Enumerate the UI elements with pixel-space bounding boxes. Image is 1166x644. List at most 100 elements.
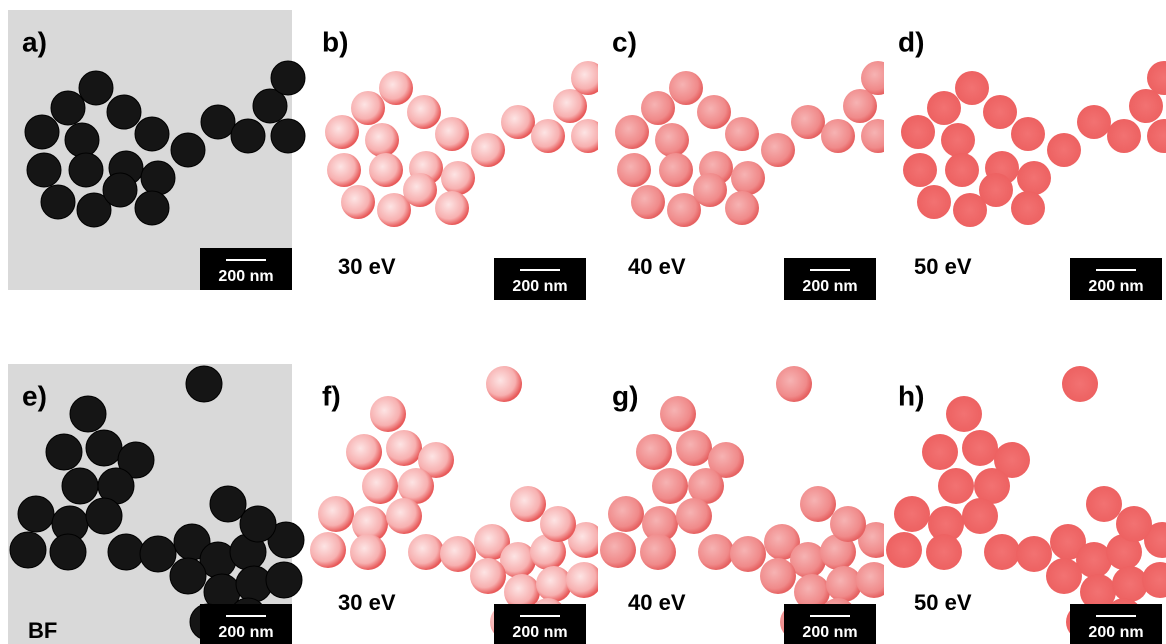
particle [938, 468, 974, 504]
particle [641, 91, 675, 125]
particle [791, 105, 825, 139]
particle [659, 153, 693, 187]
particle [655, 123, 689, 157]
panel: c)40 eV200 nm [598, 10, 895, 300]
particle [70, 396, 106, 432]
particle [140, 536, 176, 572]
particle [608, 496, 644, 532]
particle [553, 89, 587, 123]
particle [669, 71, 703, 105]
particle [435, 191, 469, 225]
scale-bar-label: 200 nm [218, 624, 273, 641]
particle [441, 161, 475, 195]
particle [660, 396, 696, 432]
particle [46, 434, 82, 470]
particle [600, 532, 636, 568]
particle [945, 153, 979, 187]
particle [27, 153, 61, 187]
particle [901, 115, 935, 149]
particle [370, 396, 406, 432]
particle [776, 366, 812, 402]
particle [1107, 119, 1141, 153]
particle [79, 71, 113, 105]
particle [676, 498, 712, 534]
panel-label: b) [322, 26, 348, 57]
particle [271, 61, 305, 95]
particle [979, 173, 1013, 207]
particle [946, 396, 982, 432]
particle [1129, 89, 1163, 123]
particle [135, 117, 169, 151]
scale-bar-label: 200 nm [1088, 278, 1143, 295]
particle [170, 558, 206, 594]
particle [350, 534, 386, 570]
particle [50, 534, 86, 570]
particle [231, 119, 265, 153]
particle [365, 123, 399, 157]
particle [1047, 133, 1081, 167]
particle [86, 430, 122, 466]
particle [800, 486, 836, 522]
particle [386, 498, 422, 534]
particle [25, 115, 59, 149]
particle [86, 498, 122, 534]
particle [135, 191, 169, 225]
particle [346, 434, 382, 470]
panel-label: d) [898, 26, 924, 57]
particle [510, 486, 546, 522]
particle [327, 153, 361, 187]
particle [379, 71, 413, 105]
particle [730, 536, 766, 572]
particle [210, 486, 246, 522]
particle [731, 161, 765, 195]
particle [760, 558, 796, 594]
particle [65, 123, 99, 157]
particle [962, 498, 998, 534]
particle [652, 468, 688, 504]
particle [171, 133, 205, 167]
particle [201, 105, 235, 139]
panel-label: c) [612, 26, 637, 57]
particle [1062, 366, 1098, 402]
particle [821, 119, 855, 153]
particle [266, 562, 302, 598]
panel: g)40 eV200 nm [598, 364, 894, 644]
particle [107, 95, 141, 129]
particle [408, 534, 444, 570]
particle [640, 534, 676, 570]
particle [369, 153, 403, 187]
panel-label: f) [322, 380, 341, 411]
particle [697, 95, 731, 129]
particle [362, 468, 398, 504]
particle [186, 366, 222, 402]
particle [922, 434, 958, 470]
particle [903, 153, 937, 187]
particle [926, 534, 962, 570]
scale-bar-label: 200 nm [512, 624, 567, 641]
particle [927, 91, 961, 125]
particle [1046, 558, 1082, 594]
panel-label: e) [22, 380, 47, 411]
particle [1116, 506, 1152, 542]
particle [271, 119, 305, 153]
particle [471, 133, 505, 167]
particle [62, 468, 98, 504]
particle [615, 115, 649, 149]
particle [566, 562, 602, 598]
particle [631, 185, 665, 219]
particle [108, 534, 144, 570]
particle [540, 506, 576, 542]
particle [240, 506, 276, 542]
particle [676, 430, 712, 466]
particle [761, 133, 795, 167]
caption: 50 eV [914, 590, 972, 615]
particle [698, 534, 734, 570]
particle [693, 173, 727, 207]
particle [470, 558, 506, 594]
particle [440, 536, 476, 572]
particle [636, 434, 672, 470]
particle [894, 496, 930, 532]
